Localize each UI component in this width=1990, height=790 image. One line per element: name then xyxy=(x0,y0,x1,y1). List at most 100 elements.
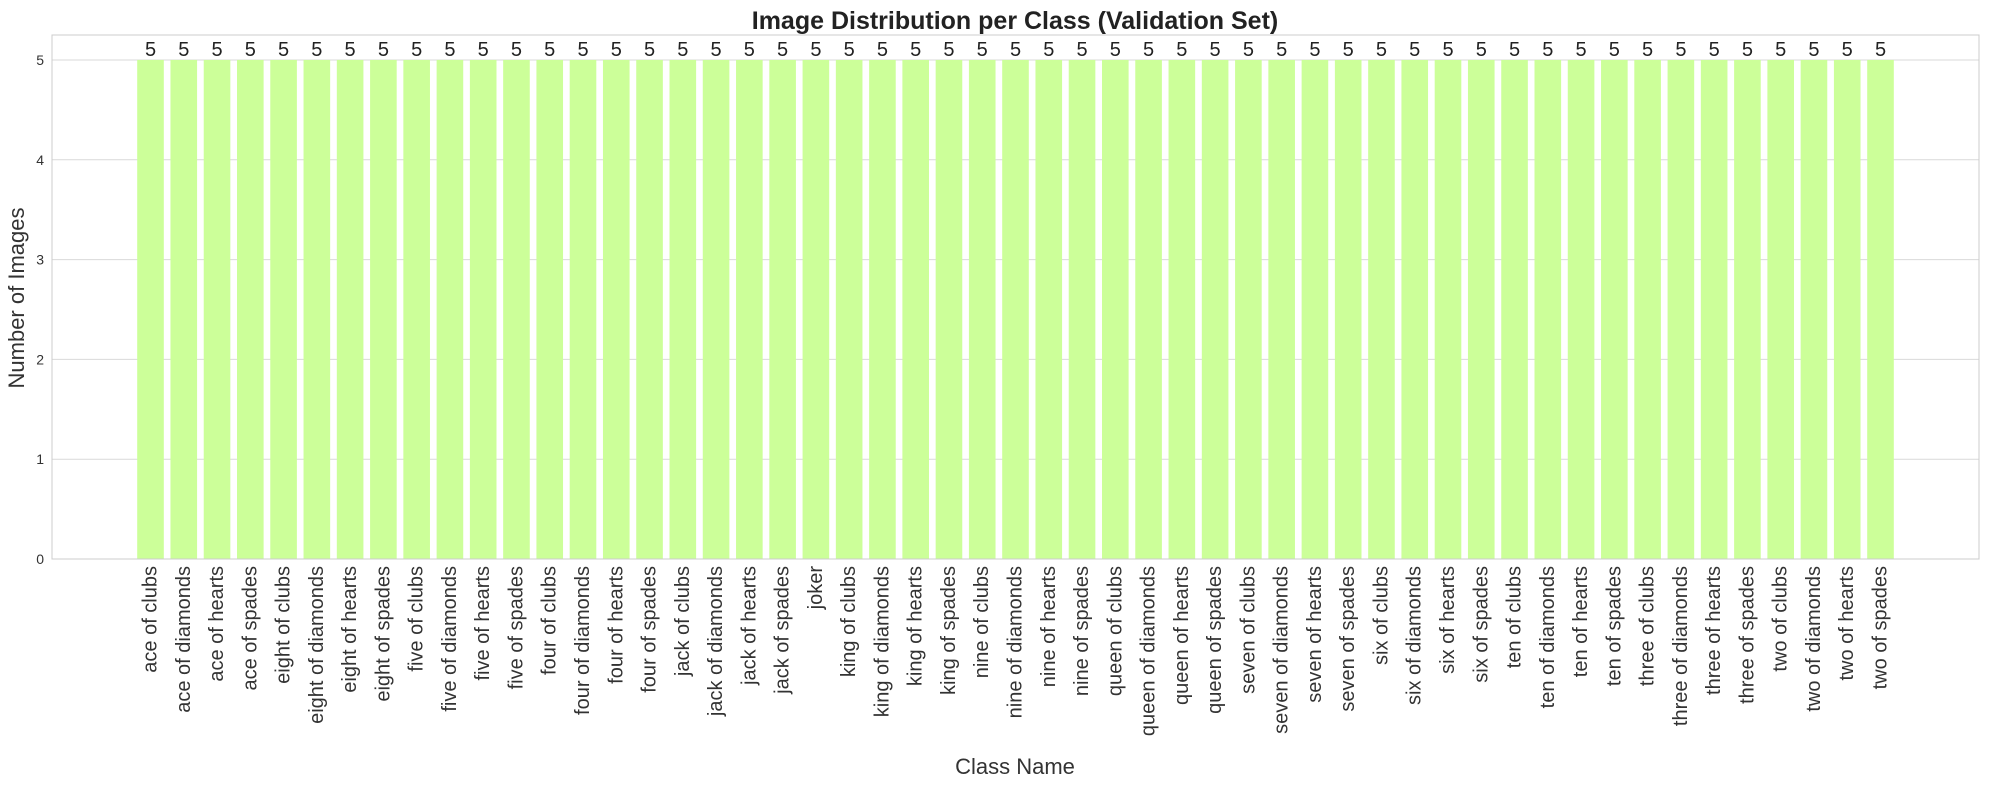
x-tick-label-0: ace of clubs xyxy=(140,566,162,673)
x-tick-label-45: three of clubs xyxy=(1637,566,1659,686)
x-tick-label-23: king of hearts xyxy=(905,566,927,686)
bar-value-label-2: 5 xyxy=(211,39,222,61)
x-tick-label-14: four of hearts xyxy=(605,566,627,684)
bar-46 xyxy=(1667,59,1695,559)
bar-value-label-27: 5 xyxy=(1043,39,1054,61)
y-tick-label-4: 4 xyxy=(36,152,44,168)
bar-52 xyxy=(1867,59,1894,559)
bar-24 xyxy=(935,59,963,559)
x-tick-label-1: ace of diamonds xyxy=(173,566,195,713)
x-axis-ticks: ace of clubs ace of diamonds ace of hearts… xyxy=(140,566,1892,736)
bar-value-label-36: 5 xyxy=(1343,39,1354,61)
bar-value-label-6: 5 xyxy=(345,39,356,61)
bar-44 xyxy=(1601,59,1628,559)
bar-30 xyxy=(1135,59,1162,559)
x-tick-label-32: queen of spades xyxy=(1204,566,1226,714)
x-tick-label-41: ten of clubs xyxy=(1504,566,1526,668)
bar-41 xyxy=(1501,59,1528,559)
bar-9 xyxy=(436,59,464,559)
x-tick-label-35: seven of hearts xyxy=(1304,566,1326,703)
bar-36 xyxy=(1334,59,1362,559)
bar-4 xyxy=(270,59,297,559)
bar-value-label-25: 5 xyxy=(977,39,988,61)
bar-value-label-16: 5 xyxy=(677,39,688,61)
x-tick-label-38: six of diamonds xyxy=(1404,566,1426,705)
x-axis-label: Class Name xyxy=(955,754,1075,779)
bar-18 xyxy=(736,59,763,559)
bar-value-label-14: 5 xyxy=(611,39,622,61)
bar-value-label-40: 5 xyxy=(1476,39,1487,61)
x-tick-label-17: jack of diamonds xyxy=(705,566,727,717)
x-tick-label-26: nine of diamonds xyxy=(1005,566,1027,718)
y-tick-label-1: 1 xyxy=(36,451,44,467)
bar-6 xyxy=(336,59,364,559)
bar-16 xyxy=(669,59,697,559)
x-tick-label-5: eight of diamonds xyxy=(306,566,328,724)
bar-11 xyxy=(503,59,530,559)
bar-47 xyxy=(1700,59,1728,559)
bar-value-label-9: 5 xyxy=(444,39,455,61)
bar-48 xyxy=(1734,59,1761,559)
x-tick-label-47: three of hearts xyxy=(1703,566,1725,695)
y-tick-label-0: 0 xyxy=(36,551,44,567)
bar-25 xyxy=(968,59,996,559)
x-tick-label-3: ace of spades xyxy=(239,566,261,691)
bar-40 xyxy=(1467,59,1495,559)
y-axis-label: Number of Images xyxy=(4,208,29,389)
bar-value-label-23: 5 xyxy=(910,39,921,61)
bar-31 xyxy=(1168,59,1196,559)
x-tick-label-44: ten of spades xyxy=(1603,566,1625,686)
y-axis-ticks: 0 1 2 3 4 5 xyxy=(36,52,44,567)
x-tick-label-36: seven of spades xyxy=(1337,566,1359,712)
bar-12 xyxy=(536,59,564,559)
bar-value-label-49: 5 xyxy=(1775,39,1786,61)
bar-45 xyxy=(1634,59,1661,559)
bar-value-label-37: 5 xyxy=(1376,39,1387,61)
bar-value-label-39: 5 xyxy=(1442,39,1453,61)
x-tick-label-6: eight of hearts xyxy=(339,566,361,693)
x-tick-label-25: nine of clubs xyxy=(971,566,993,678)
x-tick-label-22: king of diamonds xyxy=(871,566,893,717)
x-tick-label-16: jack of clubs xyxy=(672,566,694,677)
bar-43 xyxy=(1567,59,1595,559)
x-tick-label-50: two of diamonds xyxy=(1803,566,1825,712)
bar-50 xyxy=(1800,59,1828,559)
bar-value-label-0: 5 xyxy=(145,39,156,61)
bar-33 xyxy=(1235,59,1262,559)
x-tick-label-31: queen of hearts xyxy=(1171,566,1193,705)
bar-21 xyxy=(835,59,863,559)
x-tick-label-20: joker xyxy=(805,566,827,611)
x-tick-label-37: six of clubs xyxy=(1370,566,1392,665)
x-tick-label-51: two of hearts xyxy=(1836,566,1858,681)
x-tick-label-24: king of spades xyxy=(938,566,960,695)
bar-value-label-19: 5 xyxy=(777,39,788,61)
bar-17 xyxy=(702,59,730,559)
bars xyxy=(137,59,1894,559)
x-tick-label-11: five of spades xyxy=(505,566,527,689)
bar-1 xyxy=(170,59,198,559)
bar-value-label-7: 5 xyxy=(378,39,389,61)
bar-value-label-50: 5 xyxy=(1808,39,1819,61)
bar-value-label-5: 5 xyxy=(311,39,322,61)
bar-value-label-44: 5 xyxy=(1609,39,1620,61)
bar-value-label-13: 5 xyxy=(577,39,588,61)
bar-32 xyxy=(1201,59,1229,559)
bar-26 xyxy=(1002,59,1029,559)
x-tick-label-29: queen of clubs xyxy=(1104,566,1126,696)
bar-37 xyxy=(1368,59,1395,559)
bar-value-label-17: 5 xyxy=(711,39,722,61)
bar-value-label-28: 5 xyxy=(1076,39,1087,61)
x-tick-label-10: five of hearts xyxy=(472,566,494,681)
bar-value-label-41: 5 xyxy=(1509,39,1520,61)
bar-0 xyxy=(137,59,164,559)
y-tick-label-3: 3 xyxy=(36,252,44,268)
x-tick-label-4: eight of clubs xyxy=(273,566,295,684)
bar-value-label-46: 5 xyxy=(1675,39,1686,61)
y-tick-label-2: 2 xyxy=(36,351,44,367)
x-tick-label-30: queen of diamonds xyxy=(1138,566,1160,736)
bar-39 xyxy=(1434,59,1462,559)
bar-13 xyxy=(569,59,597,559)
